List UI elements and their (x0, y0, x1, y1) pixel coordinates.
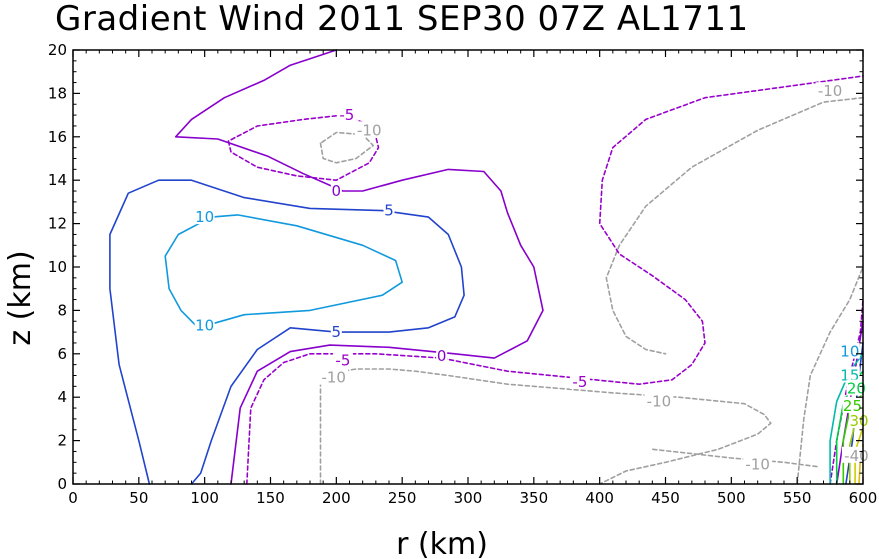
x-tick-label: 550 (783, 489, 812, 507)
x-axis-label: r (km) (396, 527, 488, 559)
contour-label-bg (842, 396, 863, 413)
contour-label-bg (815, 82, 845, 99)
contour-label-bg (336, 106, 357, 123)
plot-area (73, 50, 863, 484)
contour-label-10-0: 10 (195, 208, 214, 226)
contour-label-0-1: 0 (332, 182, 342, 200)
contour-line-neg10-4 (319, 131, 374, 164)
y-axis-label: z (km) (3, 250, 38, 345)
contour-line-neg5-0 (246, 75, 864, 485)
contour-label-bg (330, 182, 342, 199)
contour-line-neg10-3 (605, 96, 864, 355)
x-tick-label: 50 (129, 489, 148, 507)
contour-label-bg (194, 316, 215, 333)
x-tick-label: 450 (651, 489, 680, 507)
contour-label-0-0: 0 (437, 347, 447, 365)
chart-title: Gradient Wind 2011 SEP30 07Z AL1711 (55, 0, 749, 39)
contour-label-neg10-5: -40 (844, 447, 869, 465)
contour-label-20-0: 20 (847, 380, 866, 398)
contour-label-neg10-3: -10 (818, 82, 843, 100)
contour-label-neg5-1: -5 (572, 373, 587, 391)
contour-label-25-0: 25 (843, 397, 862, 415)
x-tick-label: 150 (256, 489, 285, 507)
contour-line-5-0 (109, 179, 465, 485)
x-tick-label: 300 (454, 489, 483, 507)
contour-labels: -10-10-10-10-10-40-5-5-50055101010152025… (194, 82, 871, 473)
contour-label-10-2: 10 (840, 343, 859, 361)
y-tick-label: 20 (48, 41, 67, 59)
x-tick-label: 400 (585, 489, 614, 507)
contour-label-bg (354, 121, 384, 138)
y-tick-label: 16 (48, 128, 67, 146)
y-tick-label: 4 (57, 388, 67, 406)
y-tick-label: 12 (48, 215, 67, 233)
x-tick-label: 600 (849, 489, 878, 507)
contour-label-bg (332, 351, 353, 368)
contour-label-neg5-2: -5 (339, 106, 354, 124)
contour-line-neg10-1 (651, 448, 818, 468)
x-tick-label: 200 (322, 489, 351, 507)
contour-line-neg10-2 (796, 266, 864, 485)
contour-label-5-1: 5 (332, 323, 342, 341)
contour-label-bg (383, 201, 395, 218)
x-tick-label: 500 (717, 489, 746, 507)
x-tick-label: 350 (520, 489, 549, 507)
contour-label-bg (194, 208, 215, 225)
contour-line-10-0 (164, 214, 403, 329)
contour-label-bg (839, 366, 860, 383)
contour-label-5-0: 5 (384, 202, 394, 220)
y-tick-label: 14 (48, 171, 67, 189)
contour-label-neg10-4: -10 (357, 121, 382, 139)
contour-line-0-0 (174, 49, 544, 485)
y-tick-label: 2 (57, 432, 67, 450)
contour-line-15-0 (829, 353, 864, 485)
contour-label-bg (743, 455, 773, 472)
contour-label-bg (644, 392, 674, 409)
contour-label-bg (436, 346, 448, 363)
contour-label-bg (330, 323, 342, 340)
y-tick-label: 0 (57, 475, 67, 493)
contour-label-bg (849, 412, 870, 429)
contour-label-neg10-2: -10 (745, 455, 770, 473)
plot-background (73, 50, 863, 484)
contour-label-neg10-1: -10 (647, 393, 672, 411)
contour-label-neg5-0: -5 (335, 351, 350, 369)
contour-label-bg (319, 368, 349, 385)
y-tick-label: 18 (48, 84, 67, 102)
y-tick-label: 6 (57, 345, 67, 363)
y-tick-label: 8 (57, 301, 67, 319)
contour-label-neg10-0: -10 (321, 369, 346, 387)
contour-label-30-0: 30 (850, 412, 869, 430)
y-tick-label: 10 (48, 258, 67, 276)
contour-label-bg (846, 379, 867, 396)
contour-line-neg5-1 (227, 114, 380, 181)
x-tick-label: 100 (190, 489, 219, 507)
x-tick-label: 0 (68, 489, 78, 507)
contour-line-neg10-0 (319, 368, 772, 485)
x-tick-label: 250 (388, 489, 417, 507)
contour-label-bg (839, 342, 860, 359)
contour-label-10-1: 10 (195, 317, 214, 335)
axes: 0 50 100 150 200 250 300 350 400 450 500 550 6000246… (48, 41, 877, 507)
contour-label-bg (569, 373, 590, 390)
